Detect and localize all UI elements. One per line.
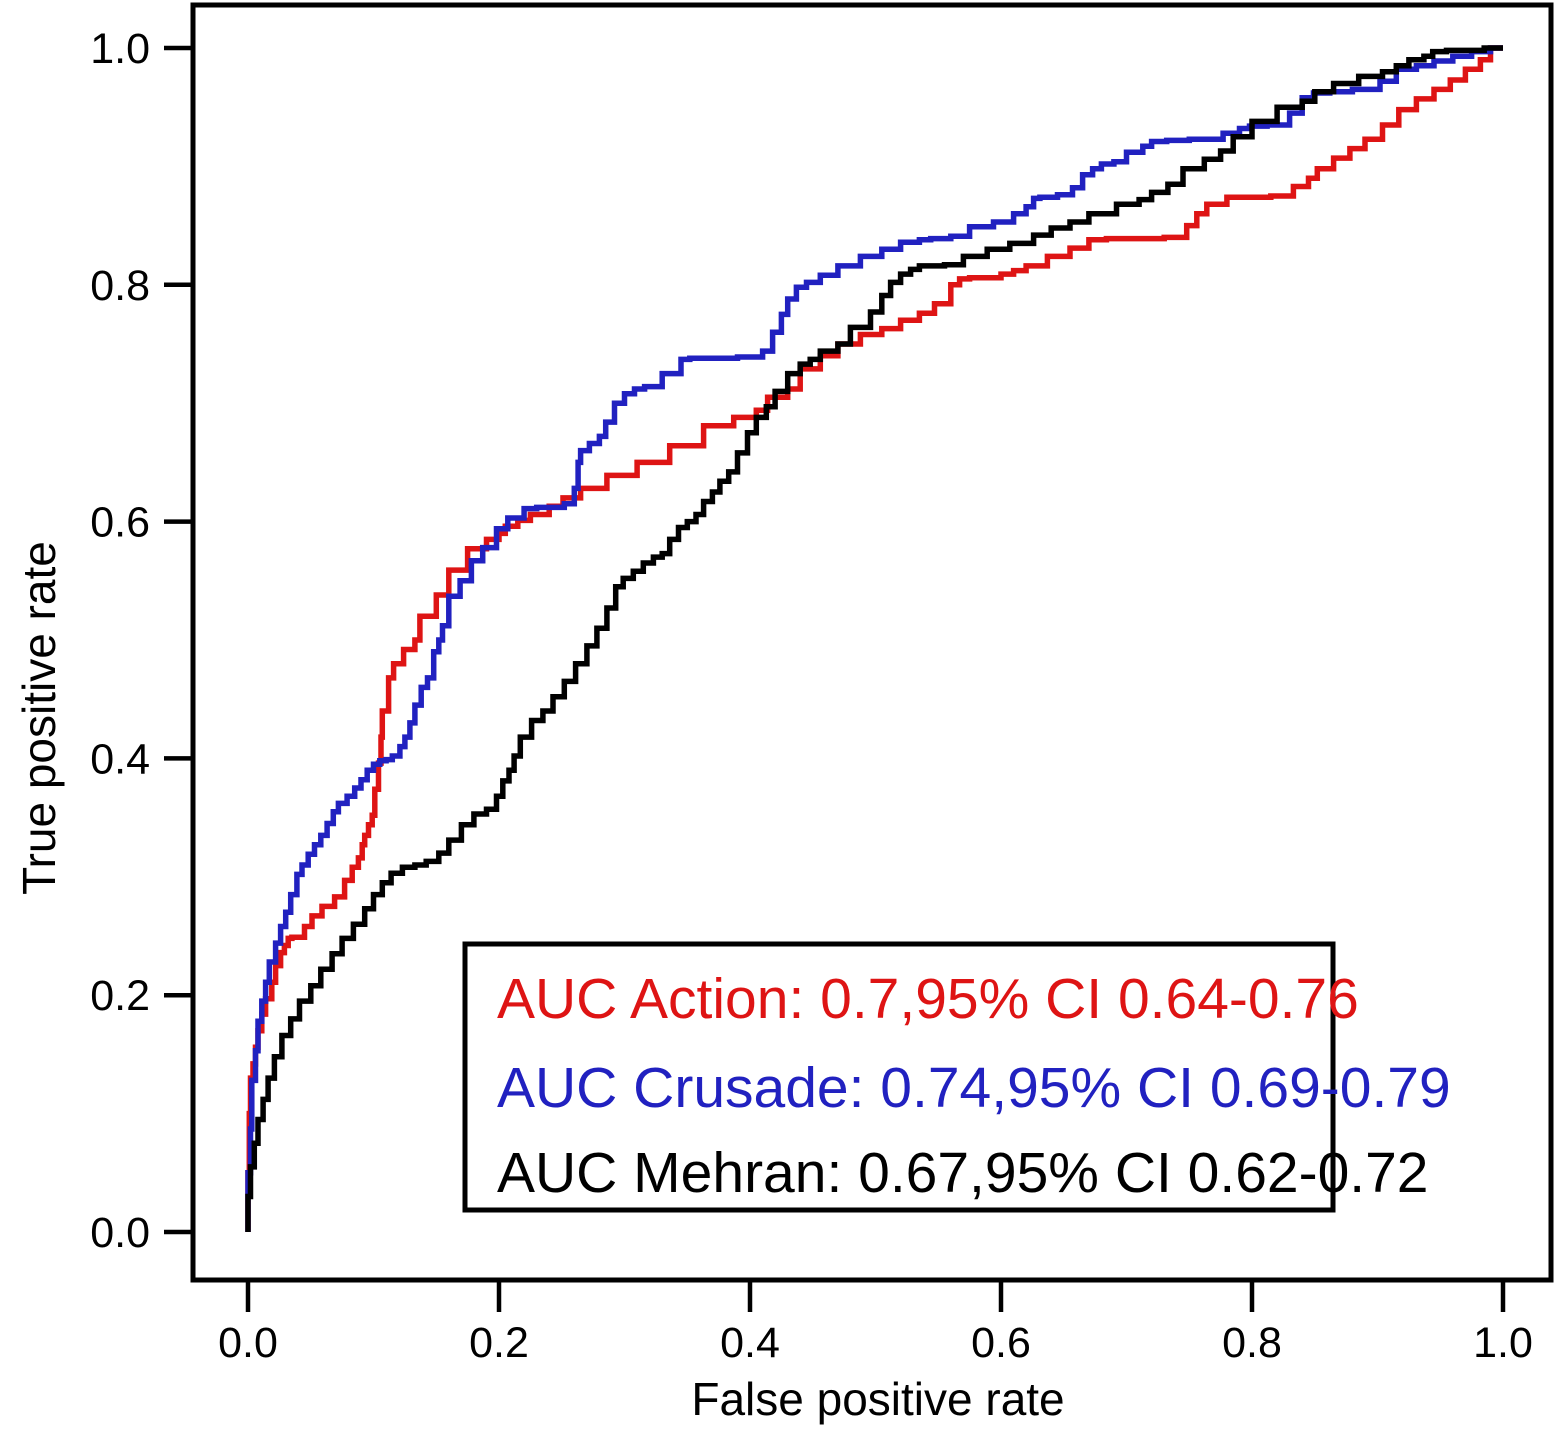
- roc-curve-crusade: [245, 45, 1503, 1232]
- legend: AUC Action: 0.7,95% CI 0.64-0.76 AUC Cru…: [462, 941, 1451, 1213]
- x-axis-title: False positive rate: [691, 1373, 1064, 1425]
- y-axis-title: True positive rate: [13, 541, 65, 895]
- x-axis-ticks: 0.0 0.2 0.4 0.6 0.8 1.0: [218, 1280, 1533, 1367]
- roc-curve-mehran: [245, 45, 1503, 1232]
- x-axis-tick-label: 1.0: [1473, 1319, 1533, 1367]
- x-axis-tick-label: 0.0: [218, 1319, 278, 1367]
- x-axis-tick-label: 0.4: [720, 1319, 780, 1367]
- legend-box: [462, 941, 1336, 1213]
- y-axis-tick-label: 0.4: [90, 735, 150, 783]
- legend-entry-action: AUC Action: 0.7,95% CI 0.64-0.76: [497, 967, 1359, 1031]
- y-axis-tick-label: 0.6: [90, 499, 150, 547]
- legend-entry-crusade: AUC Crusade: 0.74,95% CI 0.69-0.79: [497, 1056, 1451, 1120]
- y-axis-tick-label: 0.0: [90, 1209, 150, 1257]
- roc-curves: [245, 45, 1503, 1232]
- roc-curve-action: [245, 45, 1503, 1232]
- legend-entry-mehran: AUC Mehran: 0.67,95% CI 0.62-0.72: [497, 1141, 1429, 1205]
- y-axis-tick-label: 0.8: [90, 262, 150, 310]
- y-axis-ticks: 0.0 0.2 0.4 0.6 0.8 1.0: [90, 25, 193, 1257]
- x-axis-tick-label: 0.8: [1222, 1319, 1282, 1367]
- x-axis-tick-label: 0.2: [469, 1319, 529, 1367]
- x-axis-tick-label: 0.6: [971, 1319, 1031, 1367]
- y-axis-tick-label: 0.2: [90, 972, 150, 1020]
- plot-frame: [190, 2, 1554, 1283]
- y-axis-tick-label: 1.0: [90, 25, 150, 73]
